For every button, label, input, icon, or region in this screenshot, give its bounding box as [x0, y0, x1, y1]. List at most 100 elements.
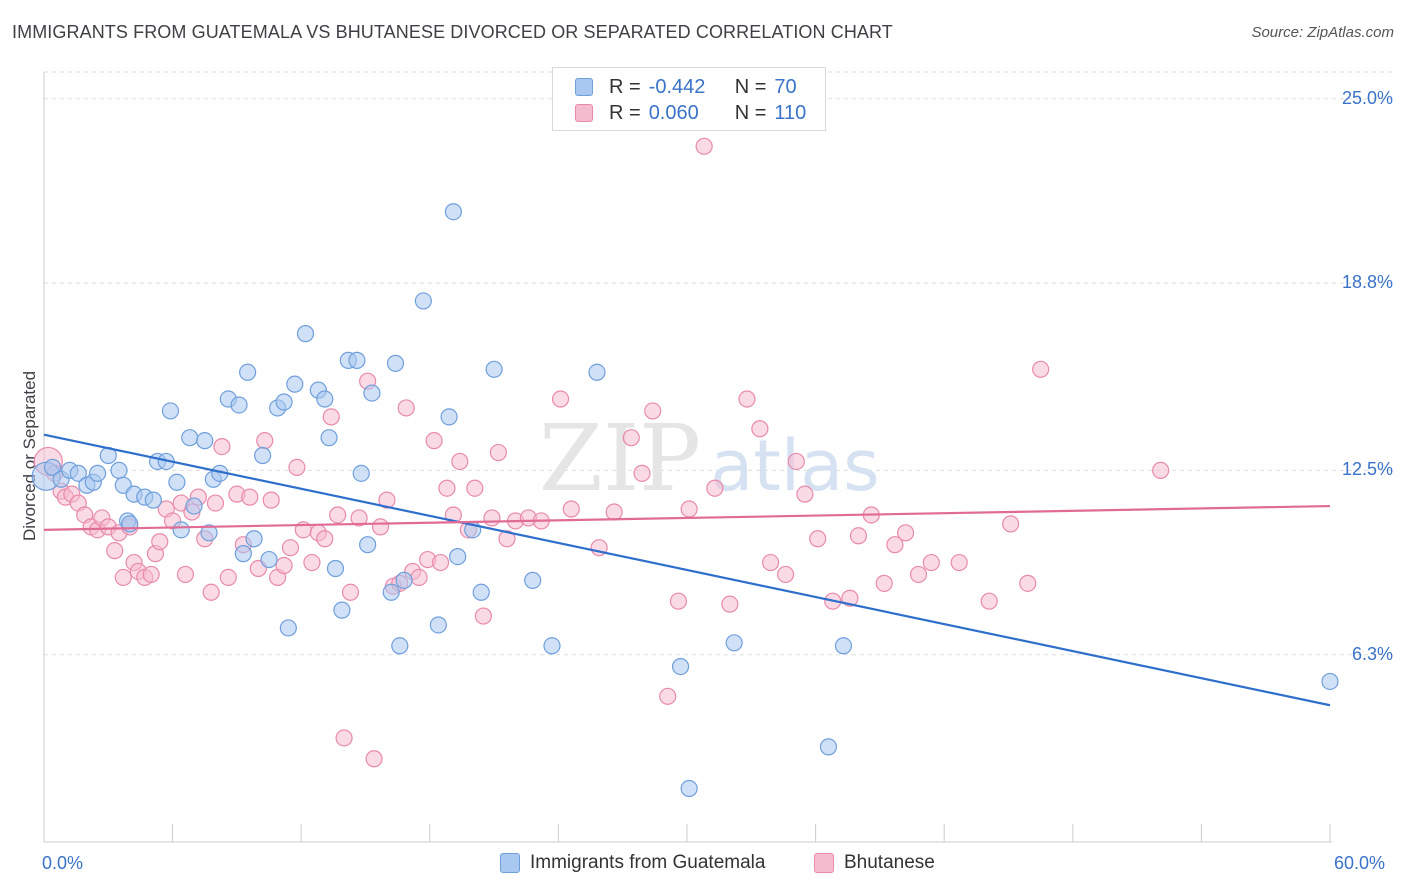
point-bhutanese: [219, 568, 237, 587]
point-guatemala: [185, 497, 203, 515]
y-tick-label: 6.3%: [1351, 643, 1393, 664]
point-bhutanese: [316, 530, 334, 548]
legend-row-bhutanese: R = 0.060 N = 110: [575, 101, 806, 125]
point-bhutanese: [498, 530, 516, 548]
point-bhutanese: [106, 542, 124, 560]
point-bhutanese: [350, 509, 368, 527]
legend-n-value: 70: [774, 75, 797, 98]
point-bhutanese: [371, 518, 390, 536]
point-bhutanese: [281, 539, 300, 557]
bottom-legend-guatemala: Immigrants from Guatemala: [500, 852, 765, 874]
point-guatemala: [172, 521, 190, 539]
watermark-zip: ZIP: [539, 405, 701, 512]
point-guatemala: [279, 619, 297, 637]
point-bhutanese: [787, 452, 805, 471]
point-bhutanese: [922, 553, 940, 572]
point-bhutanese: [410, 568, 428, 587]
point-guatemala: [230, 396, 248, 414]
point-guatemala: [88, 464, 107, 482]
point-bhutanese: [1032, 360, 1050, 378]
point-bhutanese: [335, 729, 353, 747]
bottom-legend-swatch-pink: [814, 853, 834, 873]
point-bhutanese: [809, 530, 827, 548]
point-guatemala: [671, 657, 690, 676]
point-guatemala: [121, 515, 139, 533]
legend-r-value: -0.442: [648, 75, 706, 98]
point-bhutanese: [669, 592, 688, 610]
point-bhutanese: [633, 464, 651, 482]
point-guatemala: [395, 571, 413, 589]
point-bhutanese: [695, 137, 713, 155]
point-bhutanese: [329, 506, 347, 524]
point-bhutanese: [213, 437, 231, 456]
y-tick-label: 18.8%: [1341, 272, 1393, 293]
point-guatemala: [320, 429, 338, 447]
point-bhutanese: [659, 687, 677, 705]
point-guatemala: [485, 360, 503, 378]
source-label: Source: ZipAtlas.com: [1251, 24, 1394, 41]
point-bhutanese: [605, 503, 623, 521]
point-bhutanese: [241, 488, 259, 506]
point-guatemala: [316, 390, 334, 408]
y-tick-label: 12.5%: [1341, 459, 1393, 480]
point-bhutanese: [738, 390, 756, 408]
watermark: ZIP atlas: [539, 405, 880, 512]
point-bhutanese: [365, 750, 383, 768]
point-bhutanese: [431, 553, 450, 572]
point-guatemala: [43, 458, 62, 477]
point-bhutanese: [776, 565, 795, 584]
point-bhutanese: [451, 452, 469, 471]
point-guatemala: [286, 375, 304, 393]
point-guatemala: [391, 637, 409, 655]
point-guatemala: [69, 464, 87, 482]
point-bhutanese: [706, 479, 724, 497]
point-bhutanese: [466, 479, 484, 497]
bottom-legend-bhutanese: Bhutanese: [814, 852, 935, 874]
point-bhutanese: [909, 565, 928, 584]
point-guatemala: [168, 473, 186, 491]
point-bhutanese: [796, 485, 814, 503]
point-bhutanese: [202, 583, 220, 601]
point-guatemala: [181, 429, 199, 447]
point-guatemala: [363, 384, 381, 402]
point-bhutanese: [841, 589, 859, 607]
point-bhutanese: [897, 524, 915, 542]
point-bhutanese: [680, 500, 698, 518]
point-guatemala: [543, 637, 561, 655]
point-bhutanese: [256, 432, 274, 450]
point-guatemala: [110, 461, 128, 479]
point-bhutanese: [562, 500, 580, 518]
legend-r-label: R =: [609, 101, 641, 124]
point-guatemala: [524, 571, 542, 589]
point-guatemala: [144, 491, 162, 509]
point-guatemala: [382, 583, 400, 601]
point-bhutanese: [950, 553, 968, 572]
legend-r-value: 0.060: [648, 101, 699, 124]
point-bhutanese: [176, 565, 195, 584]
chart-title: IMMIGRANTS FROM GUATEMALA VS BHUTANESE D…: [12, 22, 893, 42]
point-guatemala: [472, 583, 490, 601]
point-bhutanese: [262, 491, 280, 509]
point-guatemala: [359, 536, 377, 554]
gridlines: [44, 71, 1392, 656]
legend-row-guatemala: R = -0.442 N = 70: [575, 75, 797, 99]
point-bhutanese: [551, 390, 570, 408]
bottom-legend-swatch-blue: [500, 853, 520, 873]
point-guatemala: [275, 393, 293, 411]
point-guatemala: [819, 738, 838, 756]
point-bhutanese: [644, 402, 662, 420]
point-bhutanese: [303, 553, 321, 572]
point-bhutanese: [425, 432, 443, 450]
point-bhutanese: [886, 536, 904, 554]
point-bhutanese: [275, 556, 293, 575]
point-guatemala: [260, 550, 278, 569]
point-bhutanese: [1152, 461, 1170, 479]
point-bhutanese: [206, 494, 225, 512]
point-guatemala: [588, 363, 606, 381]
point-guatemala: [348, 351, 366, 369]
point-guatemala: [725, 634, 743, 652]
point-guatemala: [352, 464, 370, 482]
point-guatemala: [326, 559, 345, 578]
point-bhutanese: [489, 443, 507, 462]
point-bhutanese: [378, 491, 396, 509]
